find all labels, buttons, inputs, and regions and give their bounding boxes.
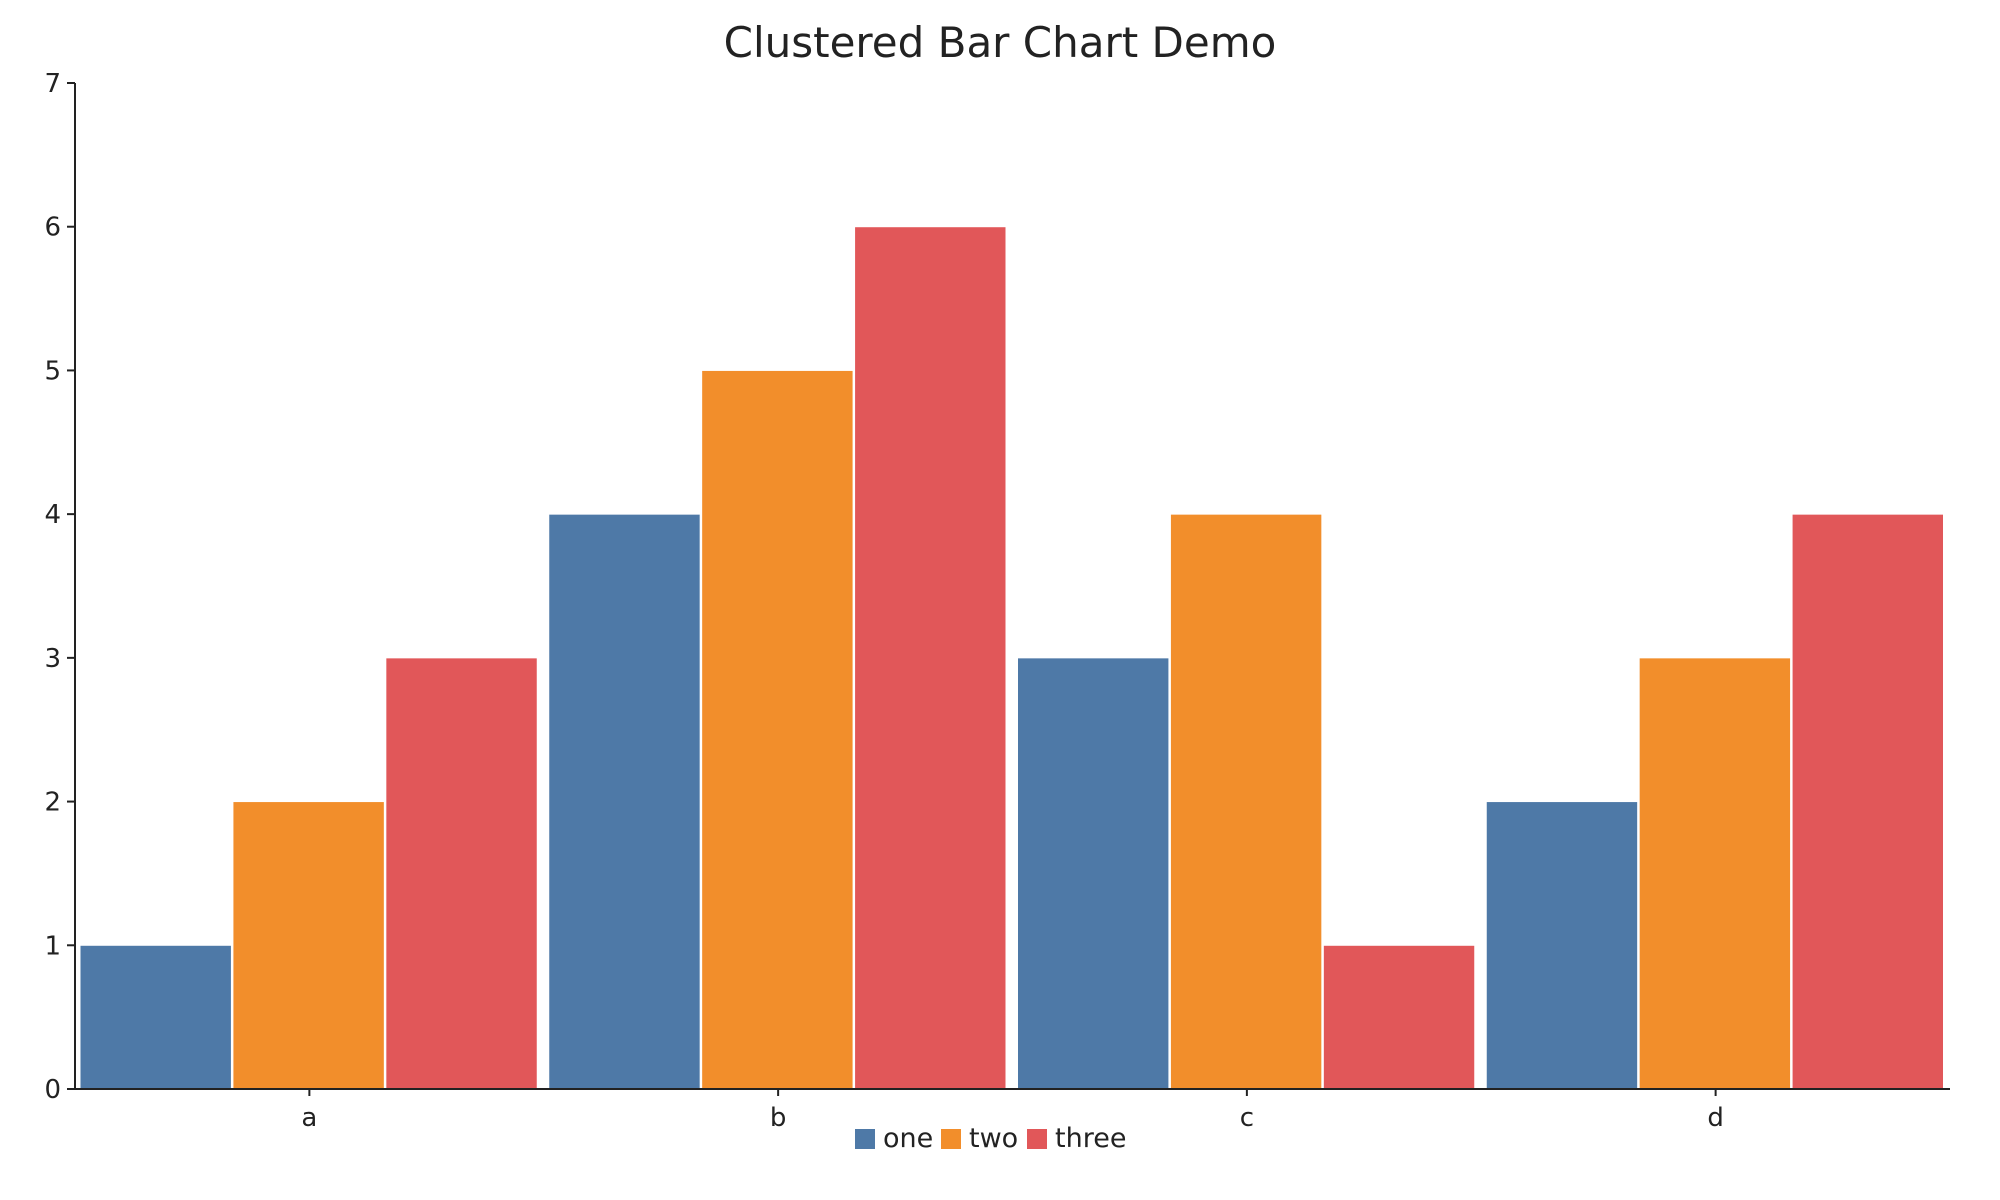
axes-layer: 0 1 2 3 4 5 6 7 a b c d (44, 69, 1950, 1133)
x-tick-label-b: b (770, 1103, 787, 1133)
y-tick-label-3: 3 (44, 644, 61, 674)
legend-label-three: three (1055, 1123, 1126, 1154)
x-tick-label-a: a (301, 1103, 317, 1133)
x-tick-label-c: c (1240, 1103, 1254, 1133)
legend: one two three (855, 1123, 1126, 1154)
legend-label-one: one (883, 1123, 933, 1154)
chart-title: Clustered Bar Chart Demo (723, 18, 1277, 67)
y-tick-label-7: 7 (44, 69, 61, 99)
bar-c-two (1169, 513, 1323, 1090)
legend-swatch-three (1027, 1129, 1047, 1149)
y-tick-label-6: 6 (44, 213, 61, 243)
bar-b-two (701, 369, 854, 1090)
bars-layer (79, 226, 1945, 1090)
bar-a-three (385, 657, 538, 1090)
bar-c-one (1017, 657, 1170, 1090)
y-tick-label-4: 4 (44, 500, 61, 530)
bar-a-one (79, 944, 232, 1090)
y-tick-label-0: 0 (44, 1075, 61, 1105)
bar-b-one (548, 513, 701, 1090)
y-tick-label-2: 2 (44, 788, 61, 818)
bar-d-one (1485, 801, 1639, 1090)
bar-b-three (854, 226, 1007, 1090)
y-tick-label-5: 5 (44, 356, 61, 386)
bar-a-two (232, 801, 385, 1090)
x-tick-label-d: d (1707, 1103, 1724, 1133)
y-tick-label-1: 1 (44, 931, 61, 961)
bar-d-three (1791, 513, 1945, 1090)
bar-d-two (1638, 657, 1792, 1090)
bar-c-three (1322, 944, 1476, 1090)
legend-swatch-one (855, 1129, 875, 1149)
legend-swatch-two (941, 1129, 961, 1149)
legend-label-two: two (969, 1123, 1018, 1154)
